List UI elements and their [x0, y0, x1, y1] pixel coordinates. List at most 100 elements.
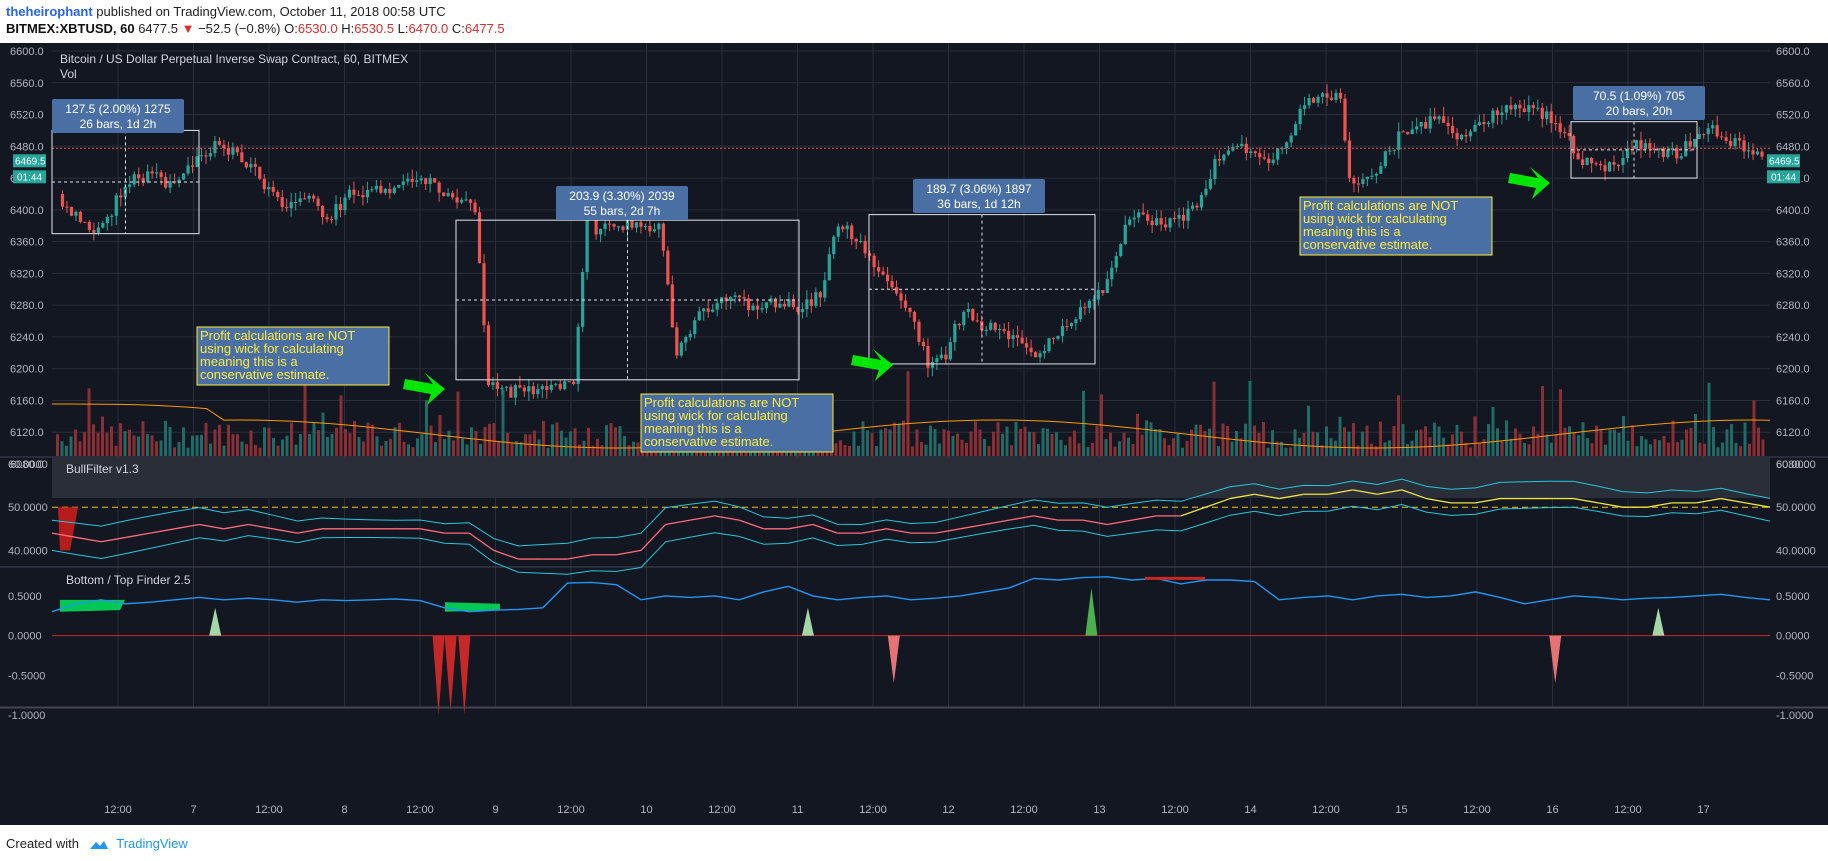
- volume-bar: [497, 441, 500, 456]
- created-with-text: Created with: [6, 836, 79, 851]
- volume-bar: [1559, 389, 1562, 456]
- measure-label: 70.5 (1.09%) 705: [1593, 89, 1685, 103]
- volume-bar: [1023, 426, 1027, 456]
- green-arrow-icon: [1508, 167, 1550, 199]
- volume-bar: [1554, 434, 1558, 456]
- x-tick-label: 14: [1244, 804, 1256, 816]
- candle-body: [1217, 159, 1222, 161]
- candle-body: [1594, 163, 1598, 165]
- candle-body: [706, 308, 710, 312]
- candle-body: [280, 197, 284, 208]
- candle-body: [1406, 131, 1410, 135]
- high-label: H:: [341, 21, 355, 36]
- y-tick-label-right: 6280.0: [1776, 300, 1810, 312]
- candle-body: [1047, 338, 1051, 352]
- volume-bar: [240, 441, 244, 456]
- x-tick-label: 17: [1697, 804, 1709, 816]
- volume-bar: [1199, 424, 1202, 456]
- volume-bar: [1505, 420, 1508, 456]
- bullfilter-line-segment: [935, 528, 961, 534]
- tradingview-link[interactable]: TradingView: [116, 836, 188, 851]
- candle-body: [370, 189, 374, 191]
- candle-body: [361, 194, 365, 198]
- candle-body: [1455, 133, 1459, 140]
- bullfilter-line-segment: [690, 515, 715, 521]
- candle-body: [778, 303, 782, 308]
- candle-body: [1737, 138, 1742, 141]
- candle-body: [1397, 131, 1401, 150]
- candle-body: [670, 284, 674, 328]
- candle-body: [1513, 104, 1517, 110]
- candle-body: [953, 323, 957, 343]
- chart-canvas[interactable]: 6600.0 6600.0 6560.0 6560.0 6520.0 6520.0 6480…: [0, 43, 1828, 825]
- candle-body: [1433, 116, 1437, 120]
- candle-body: [267, 187, 271, 190]
- candle-body: [1190, 205, 1195, 209]
- y-tick-label-left: 6560.0: [10, 78, 44, 90]
- candle-body: [1343, 98, 1347, 141]
- volume-bar: [1707, 382, 1711, 456]
- volume-bar: [308, 434, 311, 456]
- volume-bar: [357, 437, 361, 456]
- candle-body: [1325, 93, 1329, 98]
- bullfilter-line-segment: [1475, 497, 1501, 504]
- candle-body: [168, 181, 172, 188]
- volume-bar: [519, 441, 523, 456]
- candle-body: [1554, 123, 1558, 125]
- candle-body: [652, 229, 656, 232]
- y-tick-label-right: 6240.0: [1776, 332, 1810, 344]
- volume-bar: [1028, 431, 1031, 456]
- volume-bar: [1748, 443, 1751, 456]
- candle-body: [388, 189, 392, 194]
- volume-bar: [911, 446, 914, 456]
- bullfilter-line-segment: [1229, 493, 1255, 500]
- finder-tick-right: -1.0000: [1776, 710, 1813, 722]
- candle-body: [1016, 335, 1020, 338]
- candle-body: [903, 300, 908, 308]
- bullfilter-line-segment: [714, 515, 740, 521]
- volume-bar: [920, 442, 923, 456]
- candle-body: [271, 187, 275, 192]
- candle-body: [509, 386, 513, 398]
- candle-body: [1065, 326, 1069, 328]
- volume-bar: [1676, 442, 1679, 456]
- measure-label-box: [1573, 86, 1705, 120]
- bullfilter-line-segment: [861, 528, 887, 534]
- volume-bar: [609, 423, 613, 456]
- y-tick-label-left: 6160.0: [10, 395, 44, 407]
- volume-bar: [398, 422, 401, 456]
- volume-bar: [173, 447, 176, 456]
- bullfilter-line-segment: [150, 528, 175, 534]
- candle-body: [724, 297, 728, 302]
- candle-body: [1141, 212, 1145, 215]
- volume-bar: [1518, 433, 1522, 456]
- x-tick-label: 12:00: [1463, 804, 1491, 816]
- candle-body: [87, 222, 91, 230]
- volume-bar: [1446, 444, 1450, 456]
- candle-body: [298, 198, 302, 203]
- candle-body: [661, 223, 665, 251]
- volume-bar: [1005, 426, 1009, 456]
- candle-body: [1746, 150, 1751, 152]
- finder-tick-left: 0.5000: [8, 591, 42, 603]
- author-link[interactable]: theheirophant: [6, 4, 93, 19]
- volume-bar: [834, 443, 838, 456]
- candle-body: [262, 178, 266, 190]
- finder-spike: [444, 635, 457, 712]
- volume-bar: [393, 427, 397, 456]
- candle-body: [60, 193, 65, 207]
- candle-body: [782, 303, 787, 307]
- candle-body: [518, 385, 522, 388]
- volume-bar: [924, 444, 928, 456]
- candle-body: [581, 272, 585, 327]
- chart-area[interactable]: 6600.0 6600.0 6560.0 6560.0 6520.0 6520.0 6480…: [0, 43, 1828, 825]
- candle-body: [155, 172, 159, 174]
- candle-body: [1074, 319, 1078, 324]
- volume-bar: [321, 412, 325, 456]
- measure-sublabel: 26 bars, 1d 2h: [80, 117, 157, 131]
- candle-body: [150, 171, 154, 174]
- bullfilter-line-segment: [51, 532, 77, 539]
- candle-body: [1267, 158, 1271, 164]
- volume-bar: [294, 444, 298, 456]
- candle-body: [522, 387, 526, 392]
